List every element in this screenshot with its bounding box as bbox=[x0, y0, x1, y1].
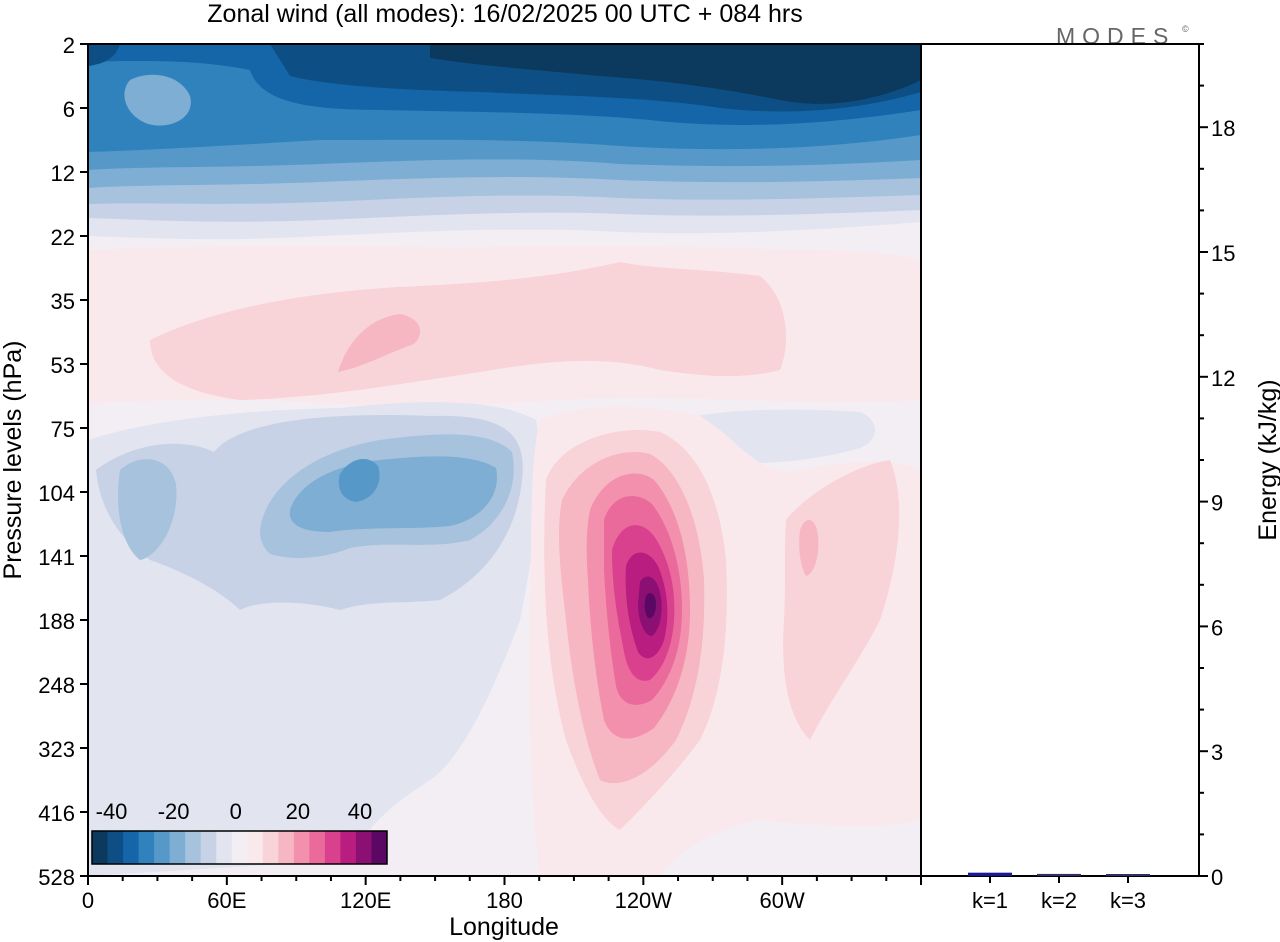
westerly-jet-core bbox=[529, 406, 921, 876]
x-tick-label: 0 bbox=[82, 888, 94, 913]
energy-bar bbox=[968, 872, 1012, 876]
colorbar-swatch bbox=[293, 831, 310, 864]
y-tick-label: 248 bbox=[38, 673, 75, 698]
upper-easterly-bands bbox=[88, 44, 921, 240]
colorbar-swatch bbox=[371, 831, 388, 864]
colorbar-swatch bbox=[340, 831, 357, 864]
colorbar-swatch bbox=[324, 831, 341, 864]
colorbar-swatch bbox=[138, 831, 155, 864]
heatmap-y-axis: 2 6 12 22 35 53 75 104 141 188 248 323 416 528 bbox=[38, 33, 88, 890]
tropospheric-easterly-region bbox=[88, 402, 875, 876]
band-pink-2 bbox=[150, 262, 786, 400]
energy-tick-label: 6 bbox=[1211, 615, 1223, 640]
energy-bars bbox=[968, 872, 1150, 876]
heatmap-field bbox=[88, 44, 921, 876]
colorbar-swatch bbox=[185, 831, 202, 864]
colorbar-swatch bbox=[154, 831, 171, 864]
energy-category-label: k=1 bbox=[972, 888, 1008, 913]
y-tick-label: 2 bbox=[63, 33, 75, 58]
energy-bar bbox=[1037, 873, 1081, 876]
x-tick-label: 120W bbox=[615, 888, 673, 913]
energy-y-axis: 0 3 6 9 12 15 18 bbox=[1199, 43, 1235, 890]
x-tick-label: 120E bbox=[340, 888, 391, 913]
energy-tick-label: 18 bbox=[1211, 116, 1235, 141]
colorbar-swatch bbox=[200, 831, 217, 864]
x-tick-label: 60W bbox=[760, 888, 805, 913]
colorbar-tick-label: 0 bbox=[230, 799, 242, 824]
energy-category-label: k=2 bbox=[1041, 888, 1077, 913]
jet-east-core bbox=[799, 519, 819, 576]
y-tick-label: 6 bbox=[63, 97, 75, 122]
colorbar-swatch bbox=[169, 831, 186, 864]
y-tick-label: 104 bbox=[38, 481, 75, 506]
energy-panel-frame bbox=[920, 43, 1200, 877]
stratospheric-westerly-band bbox=[88, 245, 921, 406]
colorbar-swatch bbox=[107, 831, 124, 864]
colorbar-tick-label: -20 bbox=[158, 799, 190, 824]
x-tick-label: 60E bbox=[207, 888, 246, 913]
colorbar-swatch bbox=[216, 831, 233, 864]
x-axis-label: Longitude bbox=[449, 913, 559, 941]
colorbar-frame bbox=[91, 830, 388, 865]
colorbar: -40 -20 0 20 40 bbox=[91, 799, 388, 865]
blue-patch-left bbox=[124, 74, 191, 126]
colorbar-swatch bbox=[92, 831, 109, 864]
colorbar-tick-label: 20 bbox=[286, 799, 310, 824]
heatmap-x-axis: 0 60E 120E 180 120W 60W bbox=[82, 876, 922, 913]
trop-blue-5 bbox=[338, 459, 380, 502]
energy-axis-label: Energy (kJ/kg) bbox=[1254, 379, 1280, 540]
colorbar-swatch bbox=[262, 831, 279, 864]
energy-category-label: k=3 bbox=[1110, 888, 1146, 913]
energy-tick-label: 9 bbox=[1211, 491, 1223, 516]
y-tick-label: 35 bbox=[51, 289, 75, 314]
logo-mark: © bbox=[1182, 24, 1189, 34]
colorbar-swatch bbox=[278, 831, 295, 864]
y-tick-label: 12 bbox=[51, 161, 75, 186]
y-tick-label: 323 bbox=[38, 737, 75, 762]
x-tick-label: 180 bbox=[486, 888, 523, 913]
y-tick-label: 53 bbox=[51, 353, 75, 378]
band-pink-3 bbox=[338, 314, 421, 372]
colorbar-swatch bbox=[355, 831, 372, 864]
energy-tick-label: 0 bbox=[1211, 865, 1223, 890]
y-tick-label: 141 bbox=[38, 545, 75, 570]
y-tick-label: 188 bbox=[38, 609, 75, 634]
y-tick-label: 416 bbox=[38, 801, 75, 826]
y-axis-label: Pressure levels (hPa) bbox=[0, 341, 27, 580]
energy-bar bbox=[1106, 874, 1150, 876]
colorbar-swatch bbox=[123, 831, 140, 864]
energy-tick-label: 3 bbox=[1211, 740, 1223, 765]
blue-core-left bbox=[88, 44, 120, 66]
y-tick-label: 528 bbox=[38, 865, 75, 890]
energy-tick-label: 12 bbox=[1211, 366, 1235, 391]
y-tick-label: 75 bbox=[51, 417, 75, 442]
colorbar-tick-label: 40 bbox=[348, 799, 372, 824]
colorbar-tick-label: -40 bbox=[96, 799, 128, 824]
colorbar-swatch bbox=[247, 831, 264, 864]
chart-title: Zonal wind (all modes): 16/02/2025 00 UT… bbox=[207, 0, 802, 28]
colorbar-swatch bbox=[231, 831, 248, 864]
y-tick-label: 22 bbox=[51, 225, 75, 250]
energy-tick-label: 15 bbox=[1211, 241, 1235, 266]
energy-x-axis: k=1 k=2 k=3 bbox=[972, 876, 1146, 913]
colorbar-swatch bbox=[309, 831, 326, 864]
band-blue-9 bbox=[430, 44, 921, 104]
jet-9 bbox=[644, 593, 656, 619]
